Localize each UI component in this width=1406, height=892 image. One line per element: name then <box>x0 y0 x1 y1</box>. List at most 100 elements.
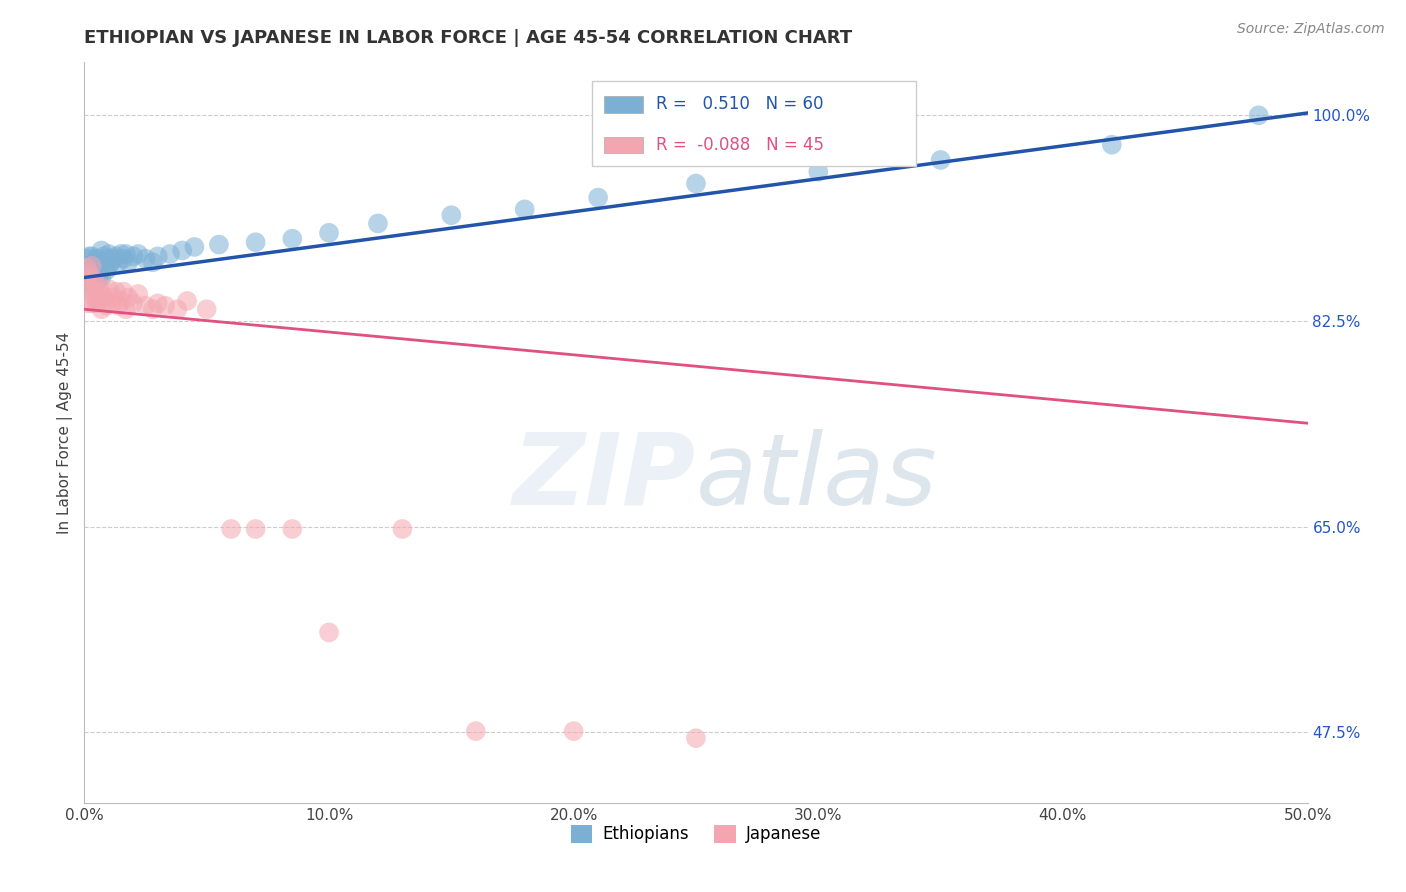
Point <box>103 252 125 266</box>
Point <box>112 252 135 266</box>
Point <box>117 255 139 269</box>
Point <box>440 208 463 222</box>
FancyBboxPatch shape <box>605 96 644 112</box>
Point <box>208 237 231 252</box>
Text: ZIP: ZIP <box>513 428 696 525</box>
Point <box>172 244 194 258</box>
Point <box>83 267 105 281</box>
Point <box>76 252 98 266</box>
Text: atlas: atlas <box>696 428 938 525</box>
Point <box>391 522 413 536</box>
Point <box>685 731 707 746</box>
Point <box>107 299 129 313</box>
Point <box>135 252 157 266</box>
Point <box>90 244 112 258</box>
Point <box>367 216 389 230</box>
Point <box>115 247 138 261</box>
Point <box>76 270 98 285</box>
Point <box>87 255 110 269</box>
Point <box>562 724 585 739</box>
Text: R =  -0.088   N = 45: R = -0.088 N = 45 <box>655 136 824 153</box>
Point <box>146 296 169 310</box>
Point <box>80 249 103 263</box>
Point <box>245 522 267 536</box>
Point <box>83 270 105 285</box>
Point <box>166 302 188 317</box>
Point <box>142 302 165 317</box>
Point <box>90 270 112 285</box>
Point <box>77 259 100 273</box>
Point <box>159 247 181 261</box>
Point <box>685 177 707 191</box>
Point <box>127 287 149 301</box>
Point <box>112 285 135 299</box>
Point <box>464 724 486 739</box>
Point <box>77 267 100 281</box>
Point <box>100 296 122 310</box>
Point <box>281 232 304 246</box>
Point <box>586 191 609 205</box>
FancyBboxPatch shape <box>592 81 917 166</box>
Point <box>929 153 952 167</box>
Point <box>110 247 132 261</box>
Point <box>96 263 118 277</box>
Point <box>135 299 157 313</box>
Point <box>176 293 198 308</box>
Point <box>90 255 112 269</box>
Point <box>80 263 103 277</box>
Point <box>513 202 536 217</box>
Point <box>87 278 110 293</box>
Point <box>86 261 108 276</box>
Point <box>127 247 149 261</box>
Point <box>86 252 108 266</box>
Point <box>87 263 110 277</box>
Point <box>77 263 100 277</box>
Point <box>105 285 128 299</box>
Point <box>219 522 242 536</box>
Text: R =   0.510   N = 60: R = 0.510 N = 60 <box>655 95 823 113</box>
Point <box>86 285 108 299</box>
Point <box>93 261 115 276</box>
Point <box>122 296 145 310</box>
Point <box>146 249 169 263</box>
Point <box>96 299 118 313</box>
Point <box>105 249 128 263</box>
Point <box>1101 137 1123 152</box>
Point <box>90 287 112 301</box>
Legend: Ethiopians, Japanese: Ethiopians, Japanese <box>564 818 828 850</box>
Point <box>318 625 340 640</box>
Point <box>76 278 98 293</box>
Point <box>90 302 112 317</box>
Point <box>1247 108 1270 122</box>
Point <box>83 273 105 287</box>
Point <box>77 267 100 281</box>
Point <box>318 226 340 240</box>
Point <box>76 261 98 276</box>
Point <box>93 249 115 263</box>
Point <box>77 282 100 296</box>
Point <box>93 290 115 304</box>
Point <box>77 249 100 263</box>
Point <box>100 255 122 269</box>
Y-axis label: In Labor Force | Age 45-54: In Labor Force | Age 45-54 <box>58 332 73 533</box>
Point <box>115 302 138 317</box>
Point <box>122 249 145 263</box>
Point <box>107 255 129 269</box>
Point <box>76 270 98 285</box>
Point <box>97 247 120 261</box>
Point <box>76 296 98 310</box>
Point <box>110 293 132 308</box>
Point <box>96 252 118 266</box>
Point <box>76 275 98 289</box>
Point <box>83 290 105 304</box>
Point <box>87 293 110 308</box>
Point <box>87 270 110 285</box>
Point <box>77 275 100 289</box>
Point <box>142 255 165 269</box>
Point <box>86 296 108 310</box>
Point <box>80 259 103 273</box>
Point <box>83 255 105 269</box>
Point <box>76 261 98 276</box>
Point <box>281 522 304 536</box>
Point <box>195 302 218 317</box>
